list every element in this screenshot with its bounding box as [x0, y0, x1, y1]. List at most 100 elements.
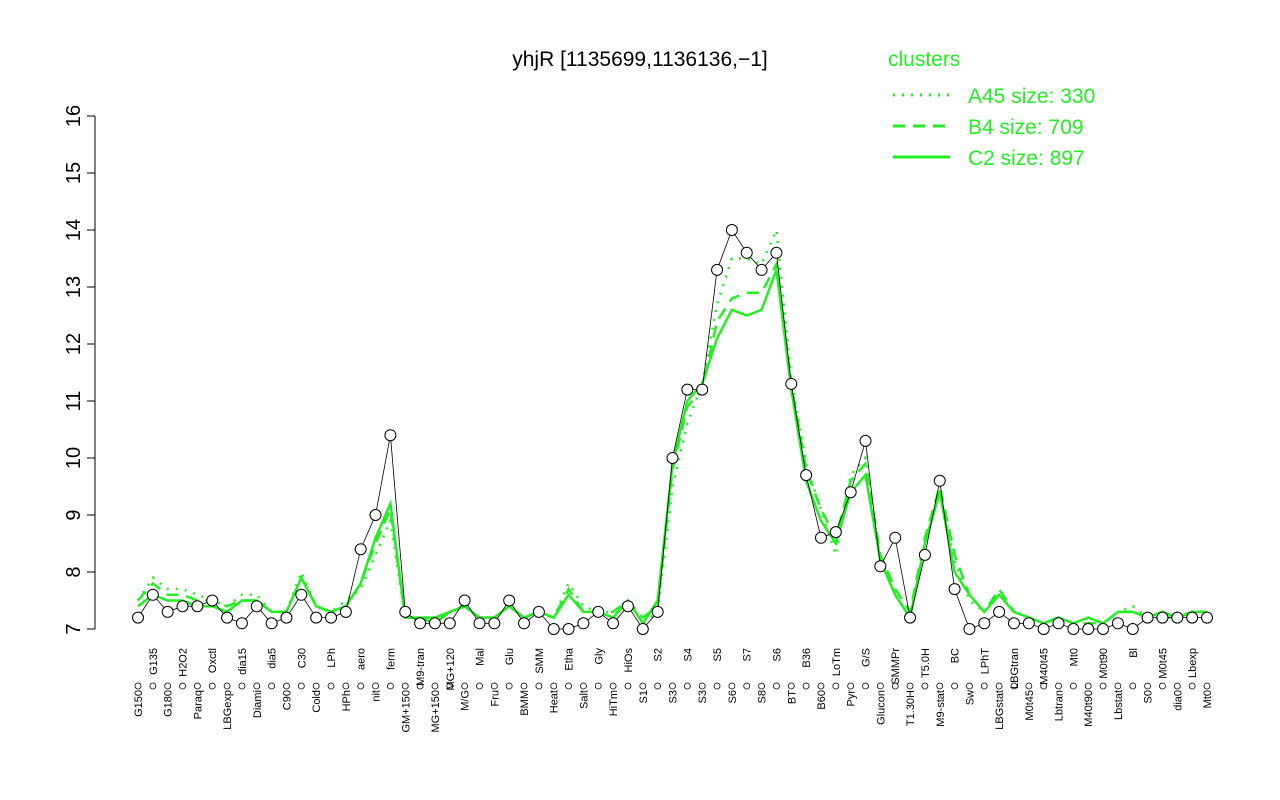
x-tick-label: Gly: [593, 648, 605, 665]
x-tick-label: S0: [1143, 690, 1155, 703]
rug-mark: [817, 682, 825, 690]
data-point: [354, 543, 367, 556]
rug-mark: [416, 682, 424, 690]
data-point: [948, 583, 961, 596]
data-line: [137, 229, 1207, 630]
data-point: [1201, 611, 1213, 624]
x-tick-label: G180: [163, 690, 175, 717]
x-tick-label: LBGexp: [222, 690, 234, 730]
data-point: [918, 548, 931, 561]
rug-mark: [639, 682, 647, 690]
data-point: [1037, 623, 1050, 635]
x-tick-label: S5: [712, 648, 724, 661]
rug-mark: [669, 682, 676, 690]
rug-mark: [164, 682, 172, 690]
x-tick-label: M9-tran: [415, 648, 427, 686]
rug-mark: [179, 682, 186, 690]
rug-mark: [327, 682, 335, 690]
x-tick-label: Heat: [549, 690, 561, 713]
data-point: [310, 611, 323, 624]
x-tick-label: G150: [133, 690, 145, 717]
data-point: [146, 588, 159, 601]
x-tick-label: S6: [771, 648, 783, 661]
x-tick-label: G135: [148, 648, 160, 675]
y-tick-label: 11: [63, 391, 85, 412]
data-point: [384, 429, 397, 442]
data-point: [696, 383, 709, 396]
data-point: [1067, 623, 1080, 635]
data-point: [428, 617, 441, 630]
x-tick-label: Diami: [252, 690, 264, 718]
cluster-line: [137, 269, 1207, 626]
rug-mark: [995, 682, 1003, 690]
x-tick-label: LBGtran: [1009, 648, 1021, 689]
rug-mark: [238, 682, 246, 690]
data-point: [369, 509, 382, 521]
rug-mark: [208, 682, 216, 690]
data-point: [993, 605, 1006, 618]
data-point: [532, 605, 545, 618]
rug-mark: [580, 682, 587, 690]
data-point: [1022, 617, 1035, 630]
cluster-line: [136, 225, 1207, 626]
rug-mark: [297, 682, 305, 690]
data-point: [933, 474, 946, 487]
legend-label: A45 size: 330: [968, 85, 1095, 108]
x-tick-label: T5.0H: [920, 648, 932, 678]
x-tick-label: C30: [296, 648, 308, 668]
x-tick-label: dia15: [237, 648, 249, 675]
data-point: [176, 600, 189, 613]
rug-mark: [862, 682, 869, 690]
x-tick-label: nit: [371, 690, 383, 702]
rug-mark: [446, 682, 454, 690]
x-tick-label: Glucon: [875, 690, 887, 725]
rug-mark: [461, 682, 469, 690]
rug-mark: [876, 682, 884, 690]
rug-mark: [624, 682, 632, 690]
x-tick-label: Glu: [504, 648, 516, 665]
x-tick-label: HiTm: [608, 690, 620, 716]
x-tick-label: Etha: [564, 647, 576, 671]
data-point: [1141, 611, 1154, 624]
data-point: [1171, 611, 1184, 624]
rug-mark: [357, 682, 365, 690]
rug-mark: [401, 682, 409, 690]
data-point: [399, 605, 412, 618]
x-tick-label: M0t90: [1098, 648, 1110, 679]
x-tick-label: B36: [801, 648, 813, 668]
legend-label: C2 size: 897: [968, 147, 1085, 170]
rug-mark: [1188, 682, 1196, 690]
x-tick-label: S6: [727, 690, 739, 703]
rug-mark: [980, 682, 988, 690]
rug-mark: [891, 682, 899, 690]
data-point: [889, 531, 902, 544]
data-point: [666, 452, 679, 464]
rug-mark: [1040, 682, 1048, 690]
rug-mark: [936, 682, 944, 690]
rug-mark: [758, 682, 765, 690]
x-tick-label: M0t45: [1157, 648, 1169, 679]
rug-mark: [1099, 682, 1107, 690]
rug-mark: [773, 682, 780, 690]
x-tick-label: Paraq: [192, 690, 204, 719]
legend-title: clusters: [888, 48, 960, 71]
rug-mark: [728, 682, 736, 690]
data-point: [295, 588, 308, 601]
data-point: [725, 224, 738, 236]
y-tick-label: 8: [63, 566, 85, 577]
data-point: [265, 617, 278, 630]
x-tick-label: LBGstat: [994, 690, 1006, 730]
x-tick-label: BMM: [519, 690, 531, 716]
x-tick-label: BT: [786, 690, 798, 704]
y-tick-label: 16: [63, 105, 85, 127]
rug-mark: [268, 682, 276, 690]
x-tick-label: B60: [816, 690, 828, 710]
data-point: [814, 531, 827, 544]
y-tick-label: 7: [63, 623, 85, 634]
data-point: [1052, 617, 1065, 630]
rug-mark: [951, 682, 958, 690]
x-tick-label: M40t90: [1083, 690, 1095, 727]
x-tick-label: Fru: [489, 690, 501, 707]
x-tick-label: LPhT: [979, 648, 991, 675]
x-tick-label: MG+150: [430, 690, 442, 733]
